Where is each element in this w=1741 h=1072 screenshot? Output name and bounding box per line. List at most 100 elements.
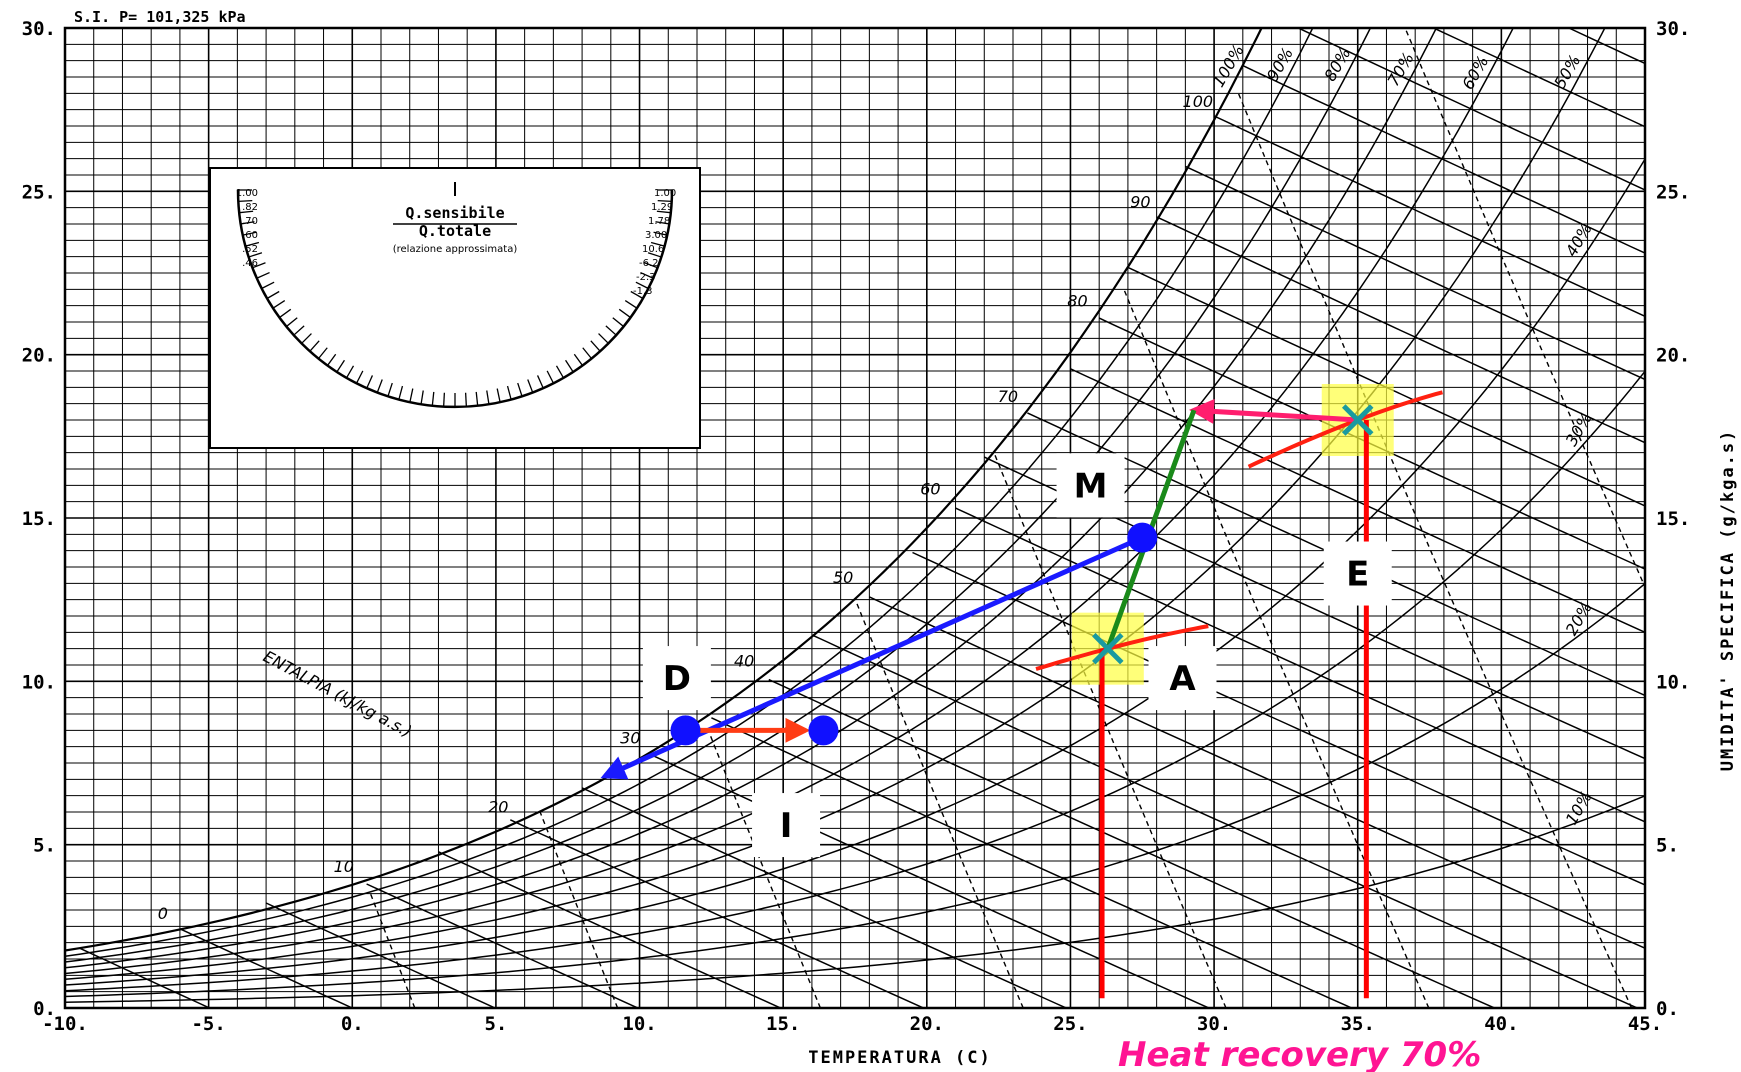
- rh-curve: [65, 28, 1606, 981]
- y-left-tick-label: 5.: [33, 835, 56, 857]
- x-tick-label: 5.: [484, 1013, 507, 1035]
- protractor-tick: [239, 210, 254, 214]
- protractor-tick: [431, 391, 435, 406]
- protractor-tick: [618, 308, 631, 319]
- protractor-tick: [647, 252, 662, 258]
- protractor-left-label: 1.00: [236, 188, 258, 199]
- protractor-tick: [555, 365, 565, 379]
- y-right-tick-label: 10.: [1656, 671, 1690, 693]
- protractor-tick: [590, 340, 601, 352]
- protractor-right-label: -1.3: [633, 286, 653, 297]
- enthalpy-value-label: 70: [998, 387, 1018, 406]
- point-label-a: A: [1169, 659, 1196, 699]
- protractor-tick: [301, 333, 312, 344]
- y-left-tick-label: 25.: [22, 181, 56, 203]
- volume-line: [539, 811, 619, 1008]
- y-left-tick-labels: 0. 5. 10. 15. 20. 25. 30.: [22, 18, 56, 1020]
- process-overlay: E M A D I: [600, 384, 1444, 999]
- protractor-tick: [245, 241, 260, 247]
- y-left-tick-label: 0.: [33, 998, 56, 1020]
- x-tick-label: -5.: [191, 1013, 225, 1035]
- protractor-tick: [650, 241, 665, 247]
- rh-label: 40%: [1562, 220, 1596, 260]
- enthalpy-value-label: 80: [1067, 291, 1087, 310]
- protractor-tick: [635, 281, 649, 290]
- protractor-tick: [527, 379, 534, 393]
- enthalpy-line: [811, 634, 1640, 1008]
- protractor-tick: [420, 390, 424, 405]
- enthalpy-value-label: 90: [1130, 193, 1150, 212]
- enthalpy-value-label: 50: [833, 568, 853, 587]
- enthalpy-line: [1213, 115, 1645, 317]
- protractor-title: Q.sensibile: [405, 204, 504, 222]
- volume-lines: [369, 28, 1645, 1008]
- rh-curves: [65, 28, 1645, 1004]
- protractor-tick: [309, 340, 320, 352]
- protractor-ticks: [238, 189, 672, 407]
- protractor-tick: [409, 388, 414, 403]
- volume-line: [1123, 289, 1430, 1008]
- enthalpy-line: [869, 596, 1645, 949]
- volume-line: [1404, 28, 1645, 589]
- enthalpy-value-label: 20: [488, 798, 508, 817]
- volume-line: [707, 730, 822, 1008]
- protractor-tick: [486, 390, 490, 405]
- x-tick-label: 30.: [1197, 1013, 1231, 1035]
- protractor-tick: [644, 262, 658, 269]
- protractor-right-label: 3.00: [645, 230, 667, 241]
- enthalpy-line: [366, 883, 640, 1008]
- protractor-inset: Q.sensibile Q.totale (relazione approssi…: [209, 167, 701, 449]
- x-tick-labels: -10. -5. 0. 5. 10. 15. 20. 25. 30. 35. 40. 45.: [42, 1013, 1662, 1035]
- y-right-tick-label: 25.: [1656, 181, 1690, 203]
- point-cross: [1092, 632, 1124, 665]
- protractor-tick: [655, 221, 670, 225]
- x-tick-label: 20.: [910, 1013, 944, 1035]
- protractor-tick: [261, 281, 275, 290]
- protractor-left-label: .46: [242, 258, 258, 269]
- protractor-tick: [598, 333, 609, 344]
- protractor-left-scale: 1.00 .82 .70 .60 .52 .46: [236, 188, 258, 269]
- rh-mark: [1035, 624, 1209, 671]
- x-tick-label: -10.: [42, 1013, 88, 1035]
- y-left-tick-label: 20.: [22, 345, 56, 367]
- protractor-tick: [546, 370, 555, 384]
- x-tick-label: 15.: [766, 1013, 800, 1035]
- rh-label: 60%: [1458, 53, 1492, 93]
- protractor-right-label: 1.78: [648, 216, 670, 227]
- volume-line: [854, 599, 1024, 1008]
- y-right-tick-labels: 0. 5. 10. 15. 20. 25. 30.: [1656, 18, 1690, 1020]
- protractor-right-label: 10.6: [642, 244, 664, 255]
- enthalpy-line: [1156, 216, 1645, 444]
- protractor-left-label: .60: [242, 230, 258, 241]
- volume-line: [1237, 93, 1633, 1008]
- rh-label: 10%: [1562, 788, 1596, 828]
- protractor-tick: [252, 262, 266, 269]
- rh-curve: [65, 370, 1645, 992]
- protractor-note: (relazione approssimata): [393, 244, 518, 255]
- enthalpy-line: [1431, 28, 1645, 128]
- point-label-box: [752, 793, 821, 858]
- protractor-tick: [279, 308, 292, 319]
- protractor-tick: [442, 392, 446, 407]
- protractor-tick: [355, 370, 364, 384]
- enthalpy-value-label: 0: [158, 904, 168, 923]
- enthalpy-line: [581, 787, 1069, 1008]
- plot-frame: [63, 26, 1647, 1010]
- protractor-tick: [240, 221, 255, 225]
- rh-label: 80%: [1320, 44, 1354, 84]
- enthalpy-line: [509, 819, 926, 1008]
- enthalpy-line: [438, 851, 783, 1008]
- enthalpy-line: [79, 947, 212, 1008]
- volume-line: [993, 452, 1227, 1008]
- protractor-tick: [517, 382, 523, 397]
- protractor-tick: [326, 353, 337, 366]
- y-right-tick-label: 30.: [1656, 18, 1690, 40]
- protractor-tick: [256, 271, 270, 279]
- x-tick-label: 35.: [1341, 1013, 1375, 1035]
- y-left-tick-label: 30.: [22, 18, 56, 40]
- protractor-tick: [656, 210, 671, 214]
- enthalpy-value-label: 40: [734, 652, 754, 671]
- protractor-tick: [475, 391, 479, 406]
- protractor-tick: [285, 317, 298, 328]
